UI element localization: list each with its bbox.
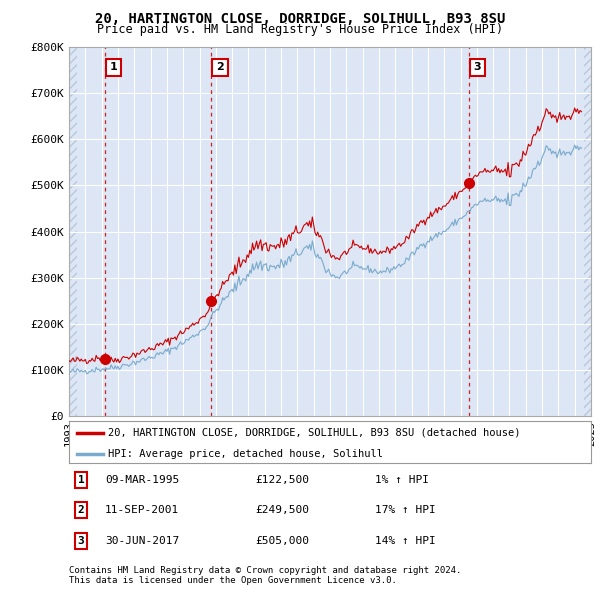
Bar xyxy=(584,47,591,416)
Text: £505,000: £505,000 xyxy=(255,536,309,546)
Text: This data is licensed under the Open Government Licence v3.0.: This data is licensed under the Open Gov… xyxy=(69,576,397,585)
Text: £122,500: £122,500 xyxy=(255,475,309,484)
Text: 2: 2 xyxy=(216,63,224,73)
Text: 14% ↑ HPI: 14% ↑ HPI xyxy=(375,536,436,546)
Text: 1% ↑ HPI: 1% ↑ HPI xyxy=(375,475,429,484)
Text: 3: 3 xyxy=(77,536,85,546)
Text: 11-SEP-2001: 11-SEP-2001 xyxy=(105,506,179,515)
Text: 30-JUN-2017: 30-JUN-2017 xyxy=(105,536,179,546)
Text: 1: 1 xyxy=(110,63,118,73)
Text: 17% ↑ HPI: 17% ↑ HPI xyxy=(375,506,436,515)
Text: 20, HARTINGTON CLOSE, DORRIDGE, SOLIHULL, B93 8SU (detached house): 20, HARTINGTON CLOSE, DORRIDGE, SOLIHULL… xyxy=(108,428,521,438)
Text: Contains HM Land Registry data © Crown copyright and database right 2024.: Contains HM Land Registry data © Crown c… xyxy=(69,566,461,575)
Text: HPI: Average price, detached house, Solihull: HPI: Average price, detached house, Soli… xyxy=(108,449,383,459)
Text: Price paid vs. HM Land Registry's House Price Index (HPI): Price paid vs. HM Land Registry's House … xyxy=(97,23,503,36)
Bar xyxy=(69,47,77,416)
Text: 20, HARTINGTON CLOSE, DORRIDGE, SOLIHULL, B93 8SU: 20, HARTINGTON CLOSE, DORRIDGE, SOLIHULL… xyxy=(95,12,505,26)
Text: 2: 2 xyxy=(77,506,85,515)
Text: £249,500: £249,500 xyxy=(255,506,309,515)
Text: 09-MAR-1995: 09-MAR-1995 xyxy=(105,475,179,484)
Text: 3: 3 xyxy=(473,63,481,73)
Text: 1: 1 xyxy=(77,475,85,484)
